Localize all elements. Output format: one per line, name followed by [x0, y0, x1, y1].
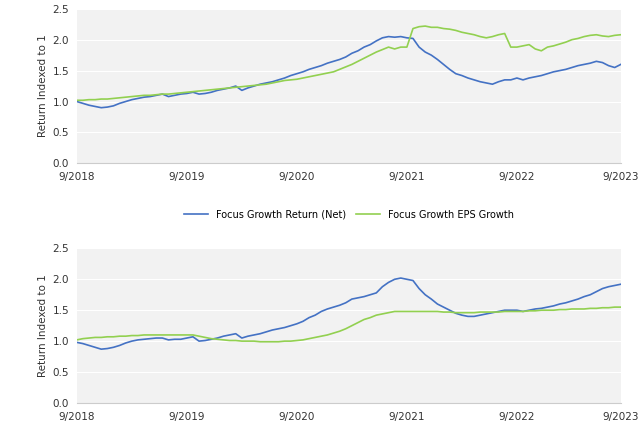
Focus Growth Return (Net) [244, 85, 252, 91]
Line: Focus Growth Return (Net): Focus Growth Return (Net) [77, 37, 621, 108]
Index EPS Growth [238, 339, 246, 344]
Index Return [617, 282, 625, 287]
Focus Growth Return (Net) [385, 34, 392, 39]
Index Return [605, 284, 612, 290]
Focus Growth EPS Growth [238, 84, 246, 89]
Index EPS Growth [598, 305, 606, 311]
Index Return [152, 336, 160, 341]
Y-axis label: Return Indexed to 1: Return Indexed to 1 [38, 274, 49, 377]
Index Return [464, 314, 472, 319]
Line: Focus Growth EPS Growth: Focus Growth EPS Growth [77, 26, 621, 100]
Focus Growth EPS Growth [531, 46, 539, 52]
Focus Growth Return (Net) [550, 69, 557, 74]
Focus Growth Return (Net) [73, 99, 81, 104]
Focus Growth Return (Net) [97, 105, 105, 110]
Index EPS Growth [531, 308, 539, 314]
Focus Growth Return (Net) [464, 75, 472, 81]
Legend: Focus Growth Return (Net), Focus Growth EPS Growth: Focus Growth Return (Net), Focus Growth … [180, 205, 518, 223]
Focus Growth EPS Growth [617, 32, 625, 37]
Line: Index EPS Growth: Index EPS Growth [77, 307, 621, 342]
Index EPS Growth [543, 307, 551, 313]
Index Return [397, 276, 404, 281]
Index EPS Growth [617, 304, 625, 310]
Index EPS Growth [147, 332, 154, 338]
Y-axis label: Return Indexed to 1: Return Indexed to 1 [38, 35, 49, 138]
Focus Growth Return (Net) [617, 62, 625, 67]
Index Return [244, 334, 252, 339]
Focus Growth EPS Growth [73, 98, 81, 103]
Index EPS Growth [611, 304, 618, 310]
Focus Growth EPS Growth [147, 93, 154, 98]
Index Return [97, 346, 105, 352]
Index Return [550, 303, 557, 308]
Index Return [73, 340, 81, 345]
Index EPS Growth [257, 339, 264, 344]
Index EPS Growth [458, 310, 466, 315]
Focus Growth Return (Net) [605, 63, 612, 68]
Focus Growth EPS Growth [598, 33, 606, 39]
Focus Growth EPS Growth [421, 24, 429, 29]
Focus Growth Return (Net) [152, 93, 160, 98]
Index EPS Growth [73, 337, 81, 343]
Focus Growth Return (Net) [538, 73, 545, 78]
Line: Index Return: Index Return [77, 278, 621, 349]
Focus Growth EPS Growth [543, 45, 551, 50]
Index Return [538, 306, 545, 311]
Focus Growth EPS Growth [458, 30, 466, 35]
